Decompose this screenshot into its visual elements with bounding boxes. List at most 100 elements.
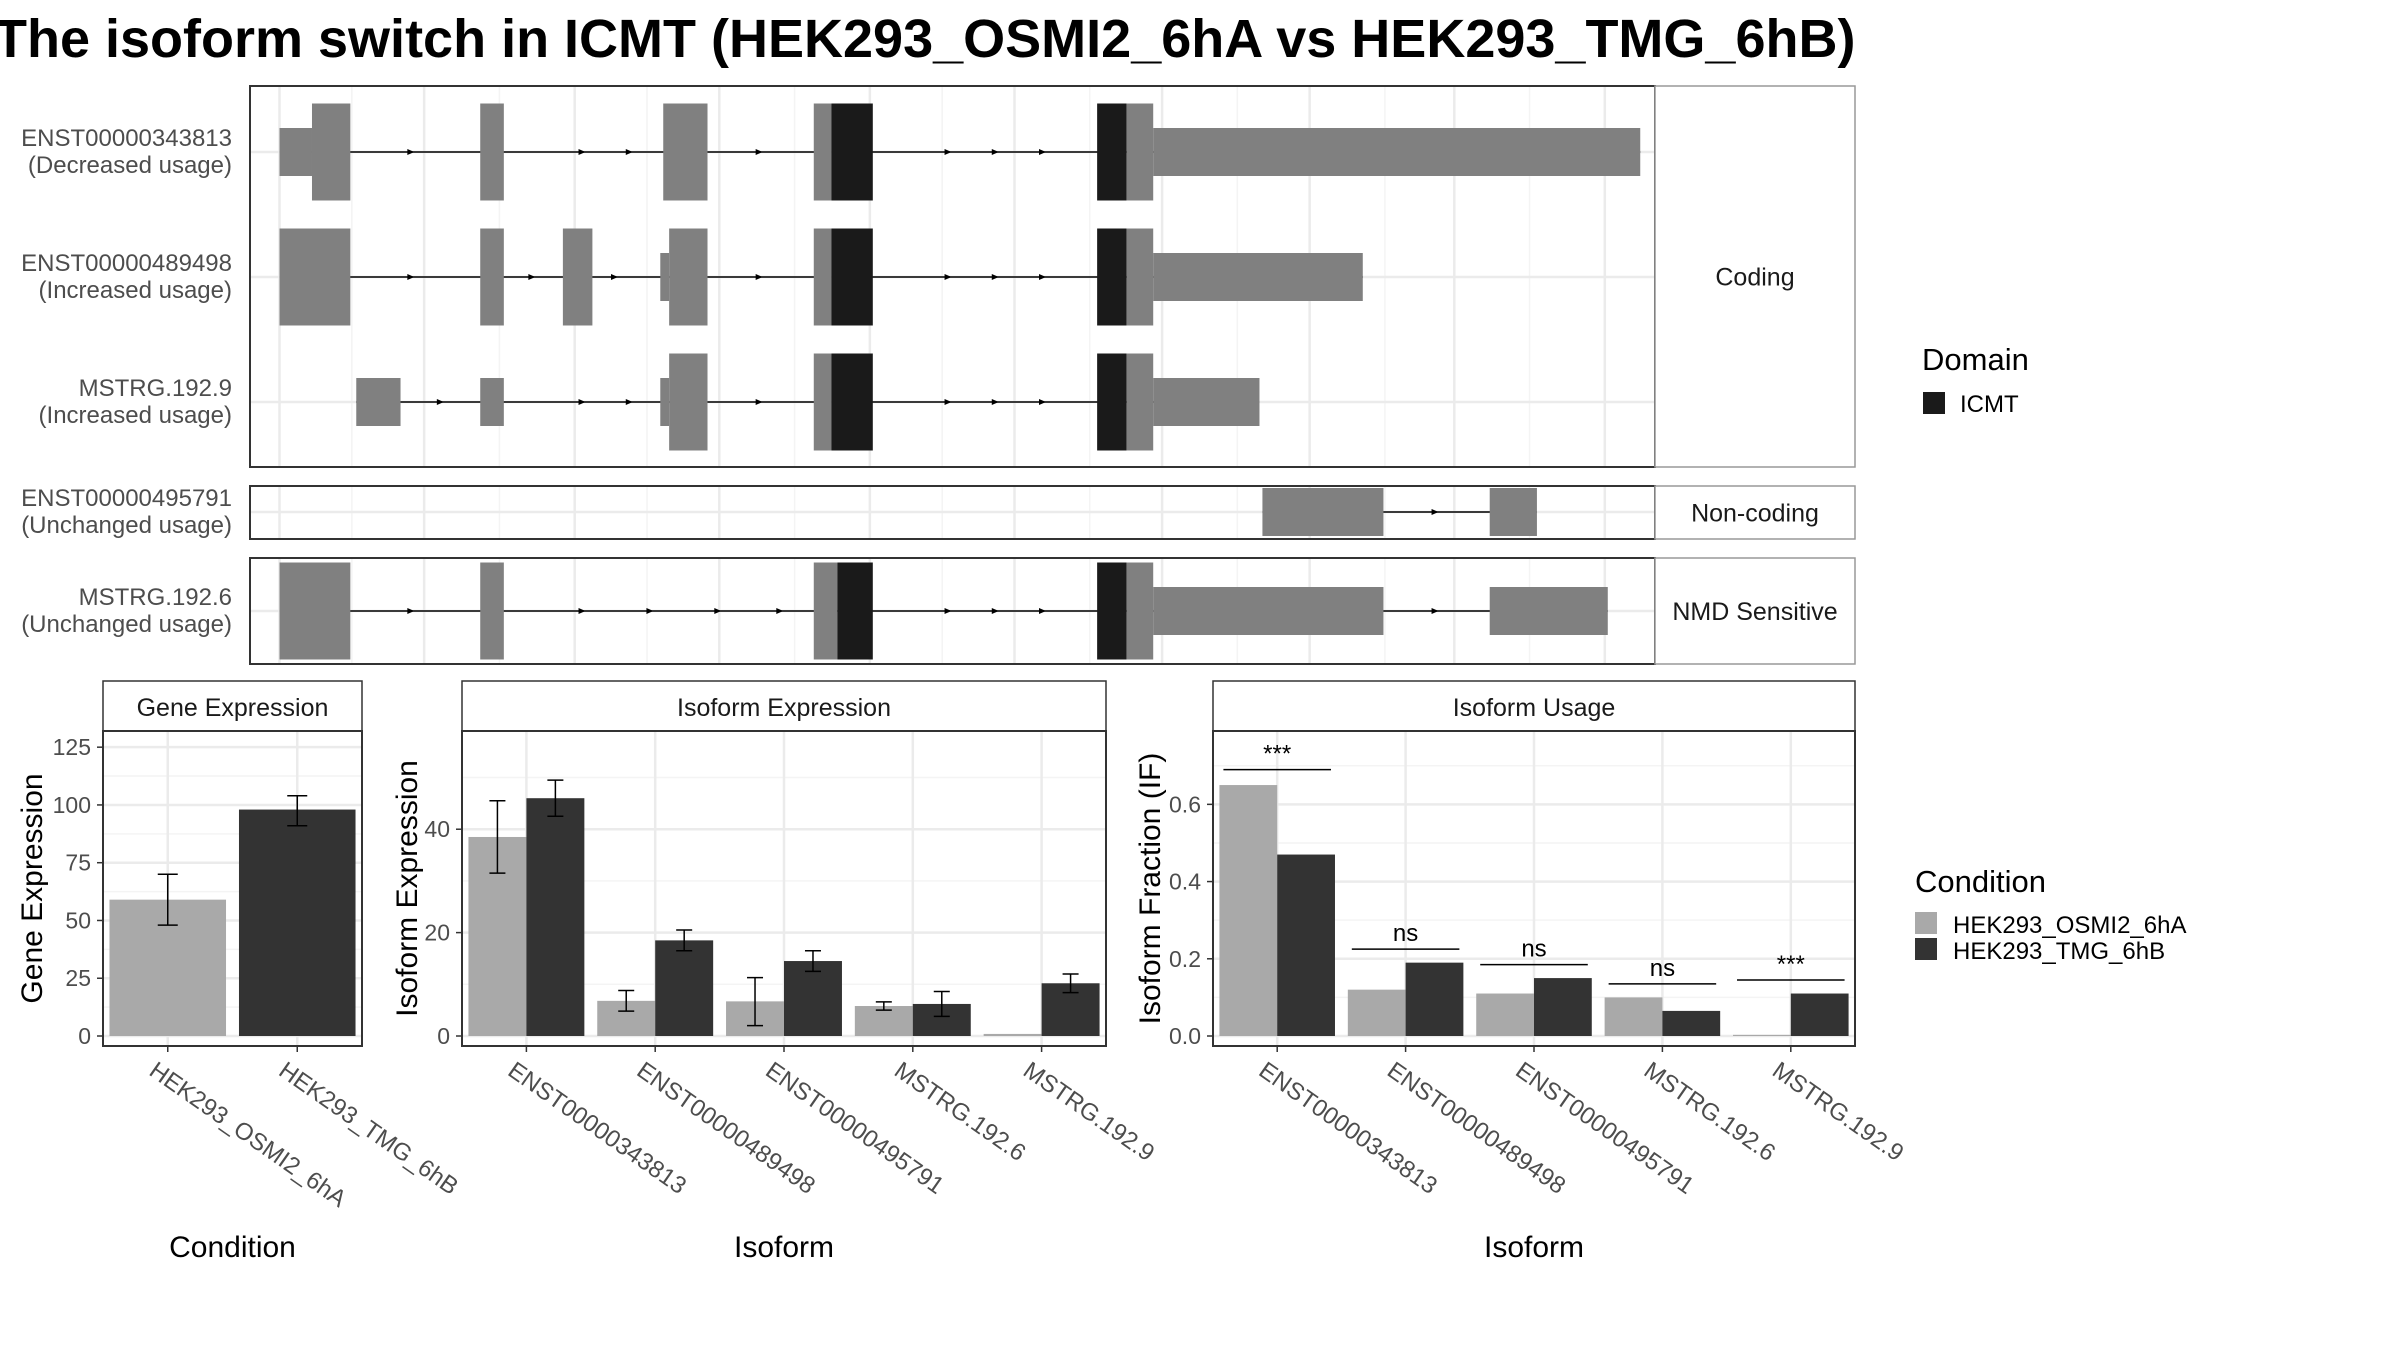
intron-arrow (625, 149, 633, 155)
intron-arrow (1431, 509, 1439, 515)
structure-panel-1: Non-coding (249, 485, 1856, 540)
coding-exon (663, 103, 708, 201)
transcript-usage-label: (Increased usage) (39, 402, 232, 429)
domain-exon (1097, 562, 1127, 660)
structure-strip (1654, 485, 1856, 540)
utr-exon (1153, 253, 1363, 301)
condition-legend-swatch (1915, 912, 1937, 934)
coding-exon (311, 103, 351, 201)
utr-exon (1153, 378, 1260, 426)
coding-exon (1126, 353, 1154, 451)
y-tick-label: 0.4 (1169, 869, 1201, 895)
y-tick-label: 25 (65, 965, 91, 991)
bar (1662, 1010, 1721, 1036)
intron-arrow (578, 399, 586, 405)
significance-label: ns (1393, 920, 1418, 947)
intron-arrow (776, 608, 784, 614)
domain-exon (831, 228, 873, 326)
y-tick-label: 0.2 (1169, 946, 1201, 972)
condition-legend-swatch (1915, 938, 1937, 960)
bar (1733, 1034, 1791, 1036)
structure-strip (1654, 85, 1856, 468)
intron-arrow (755, 399, 763, 405)
significance-label: *** (1777, 951, 1805, 978)
transcript-track-ENST00000495791 (1262, 488, 1537, 536)
coding-exon (813, 353, 832, 451)
condition-legend-label: HEK293_OSMI2_6hA (1953, 912, 2186, 939)
transcript-usage-label: (Unchanged usage) (21, 512, 232, 539)
y-tick-label: 0 (437, 1023, 450, 1049)
significance-label: *** (1263, 741, 1291, 768)
structure-panel-0: Coding (249, 85, 1856, 468)
coding-exon (480, 103, 504, 201)
intron-arrow (755, 149, 763, 155)
domain-legend-swatch (1923, 392, 1945, 414)
utr-exon (1489, 488, 1537, 536)
y-axis-label: Isoform Expression (391, 760, 424, 1017)
transcript-label: MSTRG.192.6 (79, 584, 232, 611)
x-axis-label: Isoform (734, 1231, 834, 1264)
intron-arrow (407, 274, 415, 280)
intron-arrow (1039, 399, 1047, 405)
domain-exon (1097, 353, 1127, 451)
intron-arrow (944, 149, 952, 155)
structure-strip (1654, 557, 1856, 665)
coding-exon (480, 228, 504, 326)
structure-strip-label: Coding (1715, 264, 1794, 292)
coding-exon (669, 228, 708, 326)
bar (854, 1006, 913, 1036)
intron-arrow (944, 399, 952, 405)
y-tick-label: 0 (78, 1023, 91, 1049)
transcript-usage-label: (Decreased usage) (28, 152, 232, 179)
domain-legend-label: ICMT (1960, 391, 2019, 418)
bar (655, 940, 714, 1036)
bar (983, 1033, 1042, 1036)
intron-arrow (991, 608, 999, 614)
transcript-track-MSTRG.192.9 (356, 353, 1260, 451)
coding-exon (669, 353, 708, 451)
coding-exon (279, 562, 351, 660)
transcript-label: MSTRG.192.9 (79, 375, 232, 402)
intron-arrow (1039, 608, 1047, 614)
y-tick-label: 0.0 (1169, 1023, 1201, 1049)
intron-arrow (944, 608, 952, 614)
transcript-usage-label: (Increased usage) (39, 277, 232, 304)
intron-arrow (1431, 608, 1439, 614)
y-tick-label: 75 (65, 850, 91, 876)
utr-exon (279, 128, 312, 176)
bar (1347, 989, 1406, 1036)
intron-arrow (528, 274, 536, 280)
significance-label: ns (1521, 936, 1546, 963)
condition-legend-label: HEK293_TMG_6hB (1953, 938, 2165, 965)
coding-exon (813, 562, 838, 660)
transcript-label: ENST00000343813 (21, 125, 232, 152)
y-tick-label: 20 (424, 920, 450, 946)
bar (238, 809, 356, 1036)
y-tick-label: 50 (65, 907, 91, 933)
x-axis-label: Condition (169, 1231, 296, 1264)
chart-strip (102, 680, 363, 732)
transcript-usage-label: (Unchanged usage) (21, 611, 232, 638)
x-axis-label: Isoform (1484, 1231, 1584, 1264)
domain-exon (831, 353, 873, 451)
intron-arrow (407, 608, 415, 614)
y-tick-label: 0.6 (1169, 791, 1201, 817)
bar (1277, 854, 1335, 1036)
utr-exon (1489, 587, 1608, 635)
domain-exon (1097, 103, 1127, 201)
bar (1534, 978, 1592, 1036)
y-tick-label: 125 (53, 734, 91, 760)
chart-strip-title: Isoform Usage (1453, 694, 1616, 722)
bar (1790, 993, 1849, 1036)
intron-arrow (714, 608, 722, 614)
chart-strip-title: Gene Expression (137, 694, 329, 722)
intron-arrow (991, 149, 999, 155)
y-tick-label: 40 (424, 816, 450, 842)
transcript-track-ENST00000489498 (279, 228, 1363, 326)
intron-arrow (1039, 274, 1047, 280)
transcript-label: ENST00000489498 (21, 250, 232, 277)
utr-exon (480, 378, 504, 426)
transcript-track-ENST00000343813 (279, 103, 1641, 201)
y-axis-label: Isoform Fraction (IF) (1134, 753, 1167, 1025)
intron-arrow (1039, 149, 1047, 155)
